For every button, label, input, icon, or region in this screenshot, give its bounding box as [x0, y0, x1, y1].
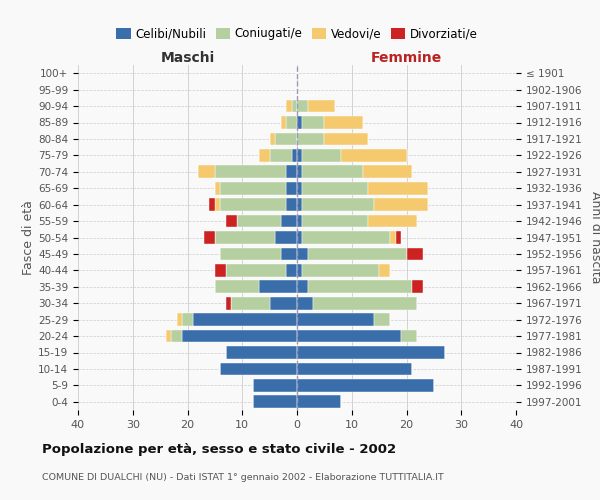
Bar: [253, 379, 297, 392]
Bar: [237, 214, 281, 228]
Bar: [259, 149, 269, 162]
Bar: [297, 132, 325, 145]
Bar: [281, 214, 297, 228]
Bar: [226, 346, 297, 359]
Bar: [226, 264, 286, 277]
Bar: [286, 100, 292, 112]
Bar: [220, 198, 286, 211]
Bar: [302, 214, 368, 228]
Legend: Celibi/Nubili, Coniugati/e, Vedovi/e, Divorziati/e: Celibi/Nubili, Coniugati/e, Vedovi/e, Di…: [112, 22, 482, 45]
Text: COMUNE DI DUALCHI (NU) - Dati ISTAT 1° gennaio 2002 - Elaborazione TUTTITALIA.IT: COMUNE DI DUALCHI (NU) - Dati ISTAT 1° g…: [42, 472, 444, 482]
Bar: [297, 313, 374, 326]
Bar: [220, 248, 281, 260]
Bar: [368, 182, 428, 194]
Bar: [292, 100, 297, 112]
Bar: [297, 116, 302, 129]
Bar: [407, 248, 423, 260]
Bar: [176, 313, 182, 326]
Bar: [281, 116, 286, 129]
Bar: [412, 280, 423, 293]
Bar: [297, 330, 401, 342]
Text: Maschi: Maschi: [160, 51, 215, 65]
Bar: [226, 297, 232, 310]
Bar: [193, 313, 297, 326]
Bar: [297, 248, 308, 260]
Bar: [374, 313, 390, 326]
Bar: [286, 182, 297, 194]
Bar: [171, 330, 182, 342]
Bar: [379, 264, 390, 277]
Bar: [281, 248, 297, 260]
Bar: [308, 100, 335, 112]
Bar: [275, 132, 297, 145]
Bar: [362, 166, 412, 178]
Bar: [275, 231, 297, 244]
Bar: [232, 297, 269, 310]
Bar: [209, 198, 215, 211]
Bar: [297, 100, 308, 112]
Y-axis label: Anni di nascita: Anni di nascita: [589, 191, 600, 284]
Bar: [325, 132, 368, 145]
Y-axis label: Fasce di età: Fasce di età: [22, 200, 35, 275]
Bar: [302, 182, 368, 194]
Bar: [215, 166, 286, 178]
Bar: [182, 313, 193, 326]
Bar: [401, 330, 418, 342]
Bar: [215, 182, 220, 194]
Bar: [297, 346, 445, 359]
Bar: [269, 132, 275, 145]
Bar: [226, 214, 237, 228]
Bar: [302, 231, 390, 244]
Text: Femmine: Femmine: [371, 51, 442, 65]
Bar: [259, 280, 297, 293]
Text: Popolazione per età, sesso e stato civile - 2002: Popolazione per età, sesso e stato civil…: [42, 442, 396, 456]
Bar: [308, 280, 412, 293]
Bar: [253, 396, 297, 408]
Bar: [374, 198, 428, 211]
Bar: [166, 330, 171, 342]
Bar: [215, 264, 226, 277]
Bar: [390, 231, 395, 244]
Bar: [297, 231, 302, 244]
Bar: [341, 149, 407, 162]
Bar: [297, 214, 302, 228]
Bar: [368, 214, 418, 228]
Bar: [297, 198, 302, 211]
Bar: [286, 116, 297, 129]
Bar: [297, 280, 308, 293]
Bar: [308, 248, 407, 260]
Bar: [297, 166, 302, 178]
Bar: [325, 116, 362, 129]
Bar: [297, 264, 302, 277]
Bar: [215, 231, 275, 244]
Bar: [286, 166, 297, 178]
Bar: [286, 264, 297, 277]
Bar: [302, 264, 379, 277]
Bar: [269, 149, 292, 162]
Bar: [297, 379, 434, 392]
Bar: [297, 182, 302, 194]
Bar: [215, 198, 220, 211]
Bar: [302, 116, 325, 129]
Bar: [292, 149, 297, 162]
Bar: [220, 182, 286, 194]
Bar: [220, 362, 297, 376]
Bar: [286, 198, 297, 211]
Bar: [297, 149, 302, 162]
Bar: [297, 396, 341, 408]
Bar: [199, 166, 215, 178]
Bar: [297, 297, 313, 310]
Bar: [313, 297, 418, 310]
Bar: [215, 280, 259, 293]
Bar: [182, 330, 297, 342]
Bar: [302, 166, 363, 178]
Bar: [269, 297, 297, 310]
Bar: [297, 362, 412, 376]
Bar: [395, 231, 401, 244]
Bar: [302, 198, 374, 211]
Bar: [302, 149, 341, 162]
Bar: [204, 231, 215, 244]
